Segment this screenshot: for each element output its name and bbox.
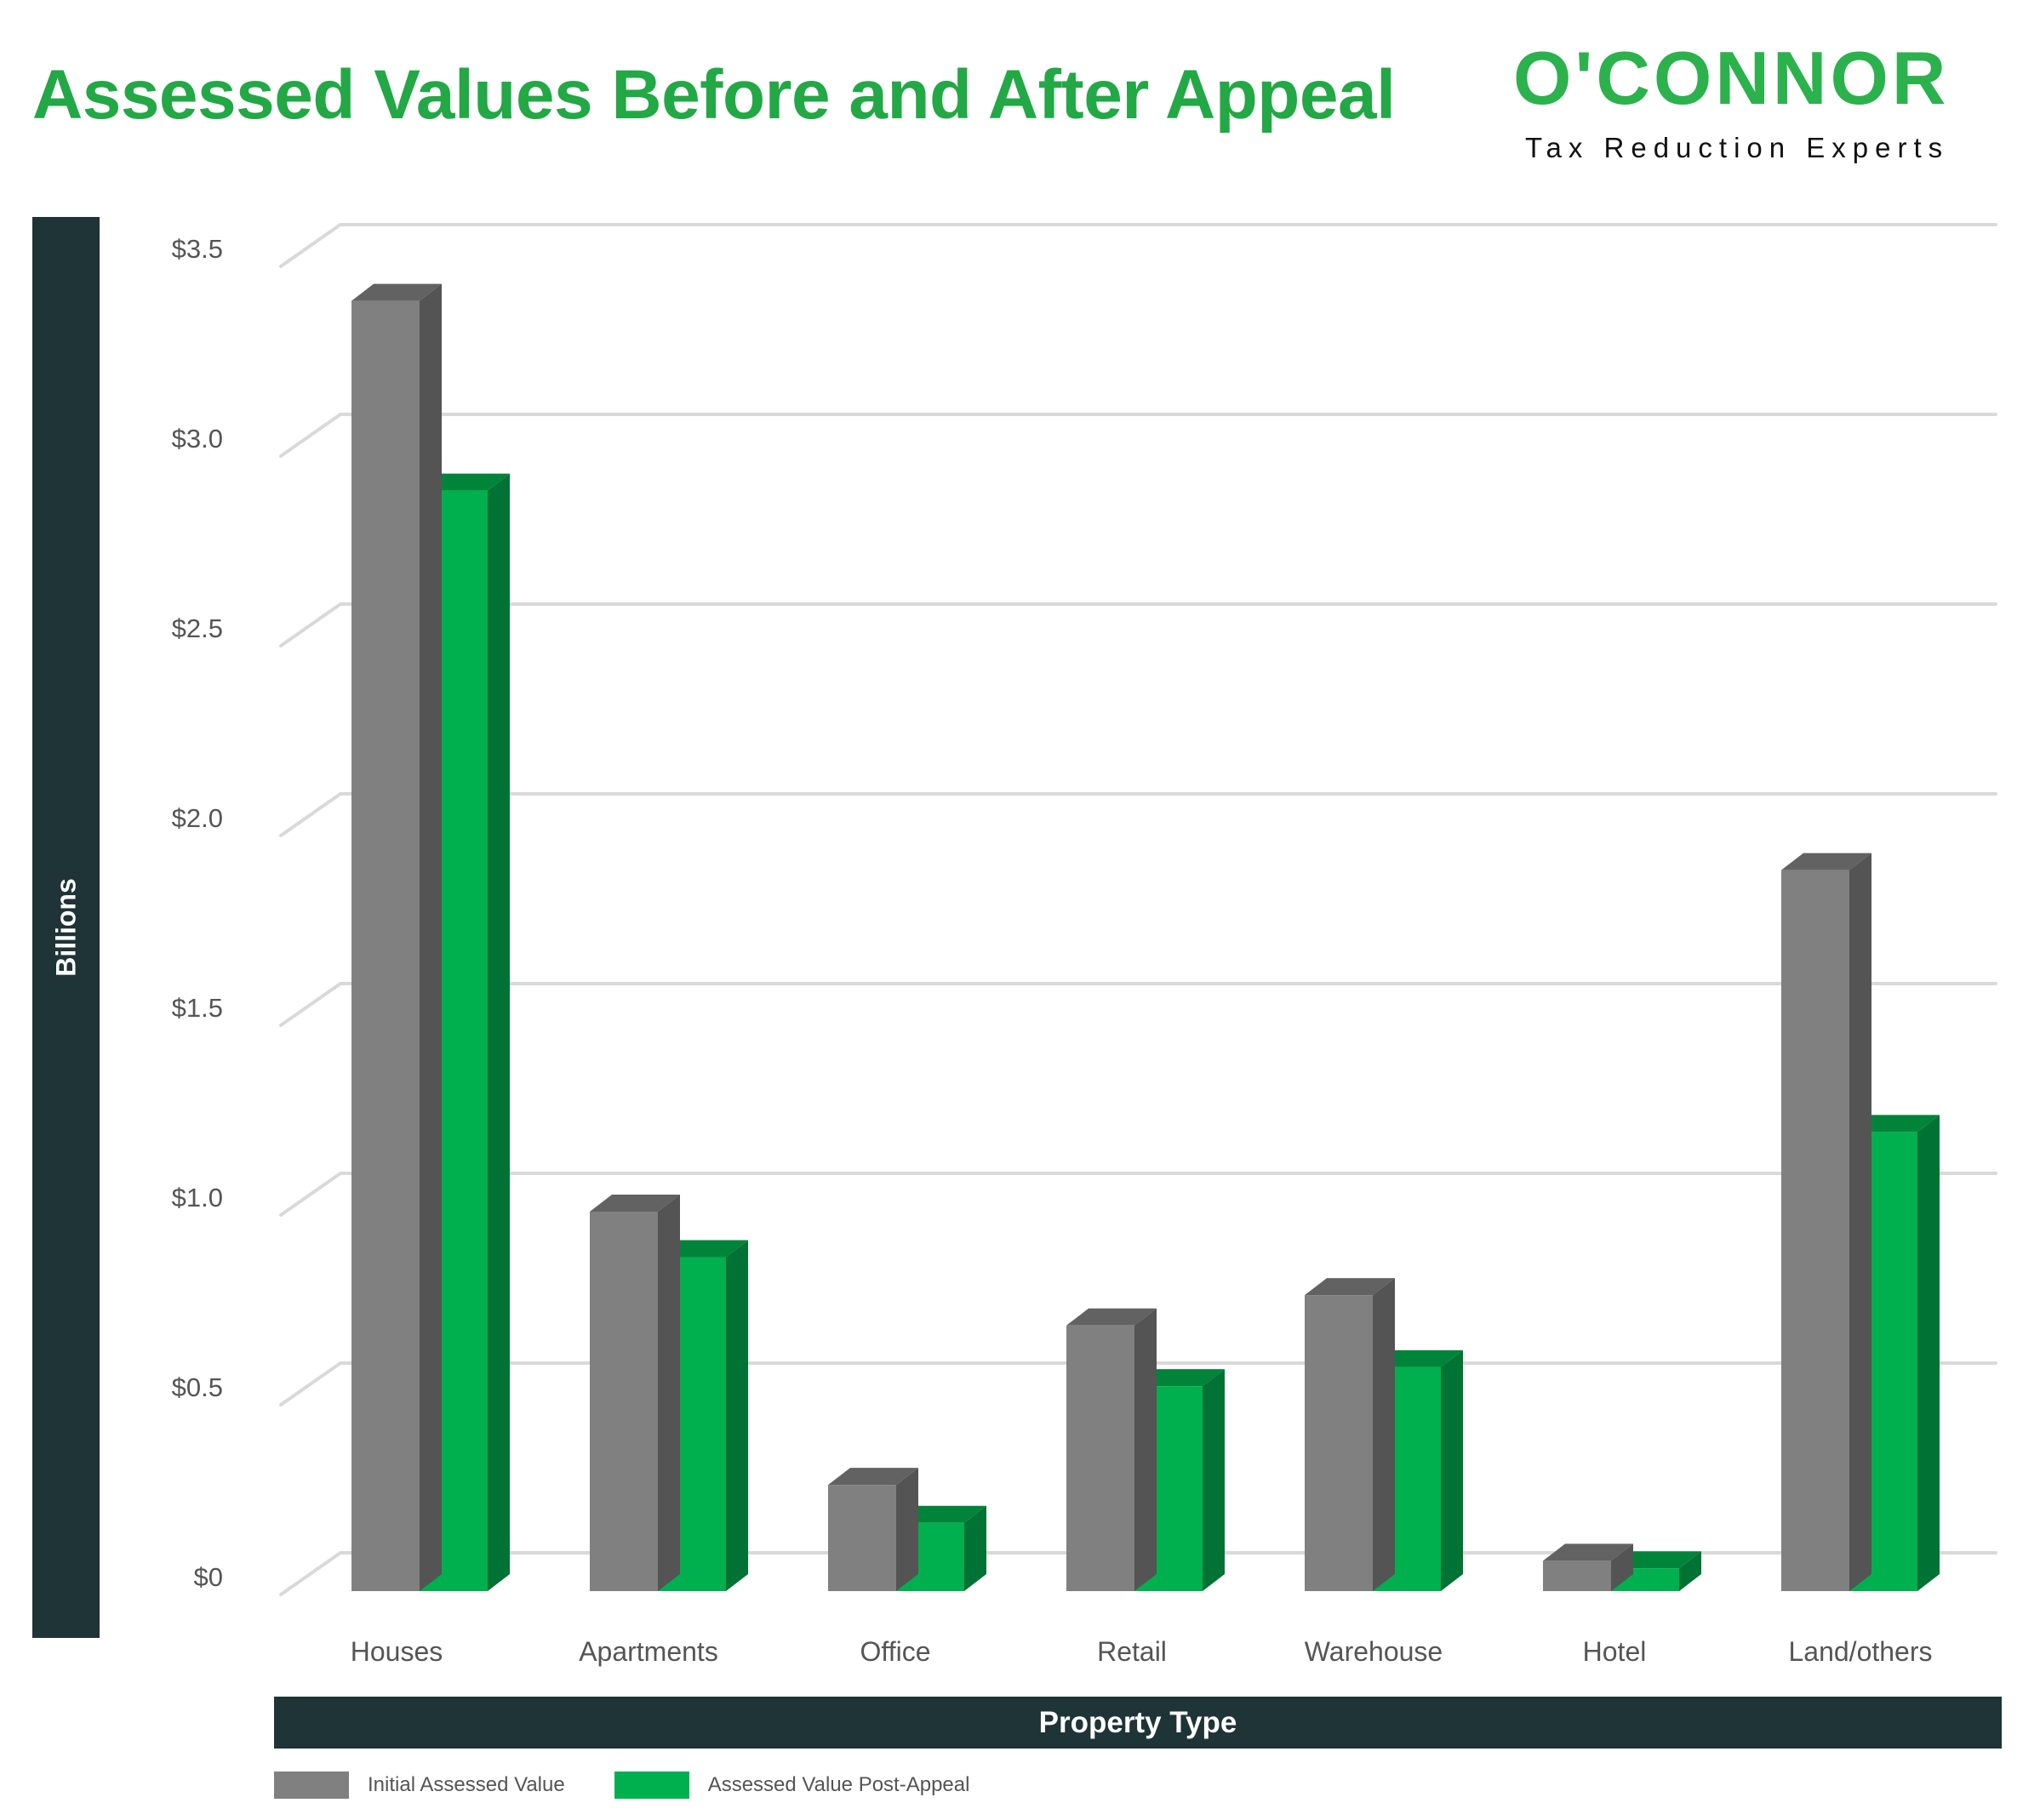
x-tick-label: Warehouse [1305,1636,1443,1667]
gridline [279,792,1997,837]
bar-top [420,473,510,491]
logo-tagline: Tax Reduction Experts [1525,132,1950,163]
bar-top [1373,1349,1463,1367]
chart-title: Assessed Values Before and After Appeal [32,56,1396,134]
bar-side [726,1240,748,1591]
x-tick-label: Hotel [1583,1636,1647,1667]
x-tick-label: Retail [1097,1636,1167,1667]
oconnor-logo: O'CONNOR Tax Reduction Experts [1513,37,2034,165]
x-tick-label: Office [860,1636,931,1667]
bar-side [1373,1278,1395,1591]
x-axis-title-band: Property Type [274,1697,2002,1749]
x-tick-label: Land/others [1788,1636,1932,1667]
bar-top [1611,1551,1701,1569]
bar-side [1917,1115,1940,1591]
bar-front [828,1485,896,1591]
bar-front [1066,1325,1134,1591]
bar-initial-apartments [590,1195,680,1591]
gridline [279,982,1997,1027]
bar-side [1679,1551,1701,1591]
bar-front [1543,1560,1611,1591]
gridline [279,1172,1997,1217]
bar-initial-land-others [1781,853,1871,1591]
bar-top [1305,1278,1395,1296]
legend-swatch-initial [274,1772,349,1799]
bar-side [1611,1543,1633,1591]
y-tick-label: $0.5 [172,1372,223,1402]
y-tick-label: $3.5 [172,234,223,264]
bar-side [896,1468,918,1591]
bar-top [590,1195,680,1212]
bar-initial-warehouse [1305,1278,1395,1591]
y-tick-label: $2.5 [172,613,223,643]
legend-label-post-appeal: Assessed Value Post-Appeal [707,1773,970,1796]
bar-initial-retail [1066,1308,1157,1591]
bar-top [828,1468,918,1486]
x-tick-label: Houses [351,1636,443,1667]
legend-item-post-appeal: Assessed Value Post-Appeal [614,1772,970,1799]
bar-top [1849,1115,1940,1133]
bar-front [351,300,420,1592]
gridline [279,602,1997,648]
bar-side [964,1505,986,1591]
bar-front [1305,1295,1373,1591]
bar-side [1849,853,1871,1591]
logo-wordmark: O'CONNOR [1513,36,1950,120]
bar-front [1781,870,1849,1591]
bar-side [658,1195,680,1591]
bar-side [488,473,510,1591]
bar-top [896,1505,986,1523]
legend-item-initial: Initial Assessed Value [274,1772,565,1799]
bar-front [590,1212,658,1591]
bar-top [658,1240,748,1258]
bar-side [1134,1308,1157,1591]
x-tick-labels: Houses Apartments Office Retail Warehouse Hot… [351,1636,1933,1667]
y-tick-label: $0 [194,1562,223,1592]
x-axis-title: Property Type [1038,1705,1237,1739]
bar-top [1134,1369,1225,1387]
bar-top [351,283,442,301]
bars [351,283,1940,1592]
bar-initial-houses [351,283,442,1592]
legend-swatch-post-appeal [614,1772,689,1799]
bar-side [420,283,442,1592]
y-tick-label: $3.0 [172,424,223,454]
gridline [279,413,1997,458]
gridline [279,223,1997,268]
legend-label-initial: Initial Assessed Value [368,1773,565,1796]
bar-initial-office [828,1468,918,1591]
bar-top [1066,1308,1157,1326]
bar-top [1543,1543,1633,1561]
bar-side [1441,1349,1463,1591]
legend: Initial Assessed Value Assessed Value Po… [274,1772,1019,1799]
y-axis-title-band: Billions [32,217,100,1638]
y-tick-labels: $0 $0.5 $1.0 $1.5 $2.0 $2.5 $3.0 $3.5 [172,234,223,1592]
bar-top [1781,853,1871,870]
y-tick-label: $1.5 [172,993,223,1023]
x-tick-label: Apartments [579,1636,718,1667]
y-tick-label: $1.0 [172,1183,223,1212]
bar-side [1203,1369,1225,1591]
bar-initial-hotel [1543,1543,1633,1591]
y-tick-label: $2.0 [172,803,223,833]
